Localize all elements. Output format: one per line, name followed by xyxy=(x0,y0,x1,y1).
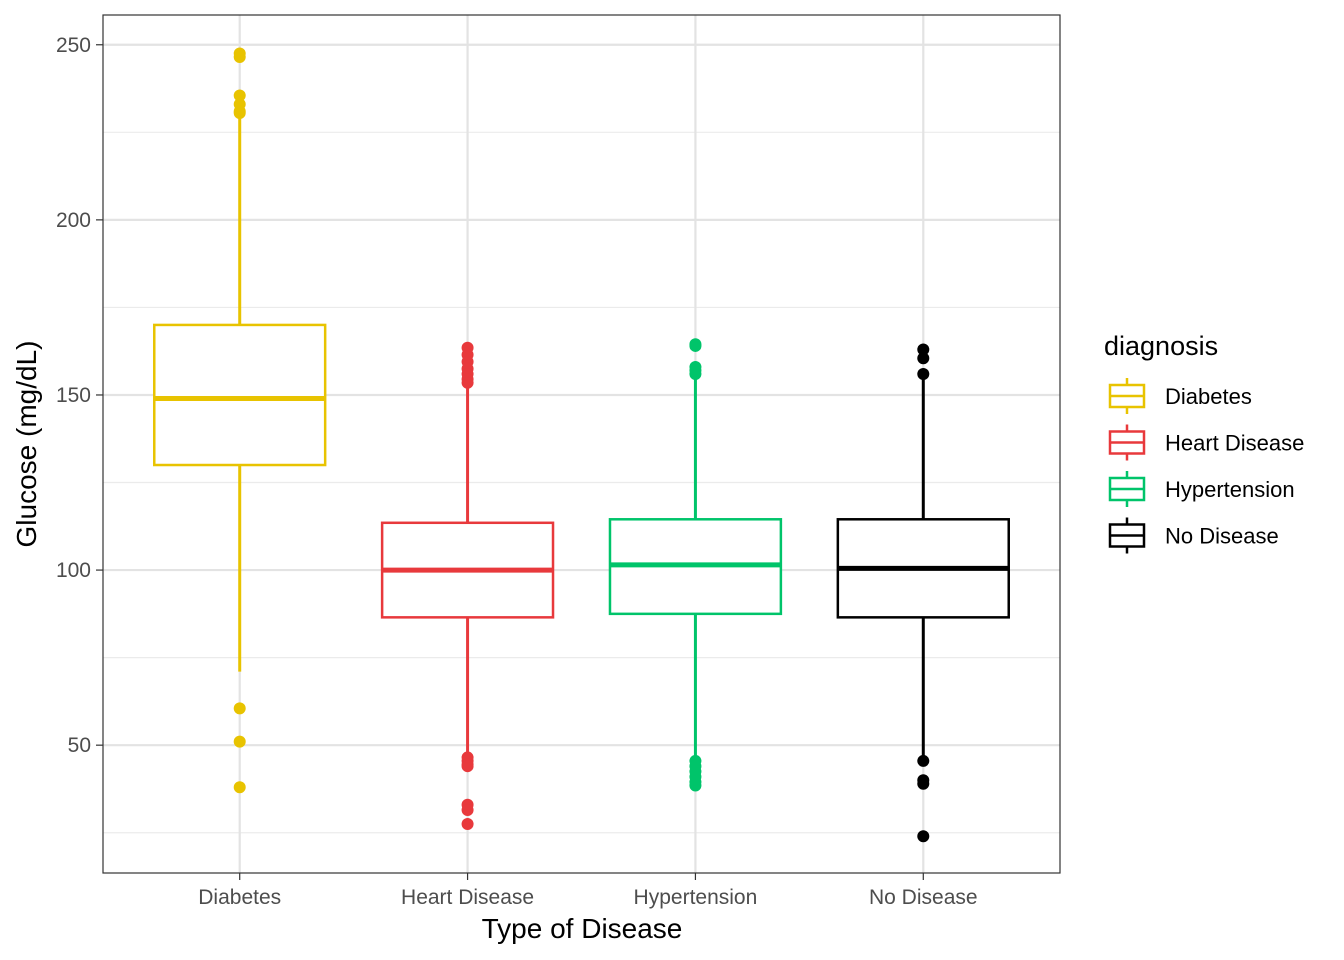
outlier-point xyxy=(461,803,474,816)
outlier-point xyxy=(917,352,930,365)
outlier-point xyxy=(233,781,246,794)
outlier-point xyxy=(917,754,930,767)
outlier-point xyxy=(233,107,246,120)
legend: diagnosis Diabetes Heart Disease Hypertens… xyxy=(1104,331,1304,554)
outlier-point xyxy=(917,367,930,380)
legend-label: Diabetes xyxy=(1165,384,1252,409)
legend-key xyxy=(1108,424,1146,461)
y-tick-label: 100 xyxy=(56,559,91,582)
panel-border xyxy=(102,14,1061,874)
box-body xyxy=(153,323,327,467)
outlier-point xyxy=(461,760,474,773)
outlier-point xyxy=(461,817,474,830)
legend-key xyxy=(1108,471,1146,507)
legend-label: Heart Disease xyxy=(1165,431,1304,456)
x-axis-title: Type of Disease xyxy=(482,913,683,944)
y-tick-label: 250 xyxy=(56,34,91,57)
x-tick-label: No Disease xyxy=(869,886,978,909)
box-group xyxy=(380,341,555,830)
y-tick-label: 150 xyxy=(56,384,91,407)
x-tick-label: Diabetes xyxy=(198,886,281,909)
outlier-point xyxy=(689,339,702,352)
axes: 50 100 150 200 250 Diabetes Heart Disease Hyper… xyxy=(56,34,978,909)
box-group xyxy=(153,47,327,794)
plot-area xyxy=(153,47,1010,843)
outlier-point xyxy=(461,376,474,389)
legend-label: No Disease xyxy=(1165,524,1279,549)
box-group xyxy=(836,343,1010,843)
x-tick-label: Heart Disease xyxy=(401,886,534,909)
outlier-point xyxy=(689,779,702,792)
legend-key xyxy=(1108,378,1146,414)
legend-key xyxy=(1108,517,1146,554)
outlier-point xyxy=(233,735,246,748)
outlier-point xyxy=(917,777,930,790)
y-axis-title: Glucose (mg/dL) xyxy=(11,341,42,548)
y-tick-label: 200 xyxy=(56,209,91,232)
outlier-point xyxy=(689,367,702,380)
legend-label: Hypertension xyxy=(1165,477,1295,502)
outlier-point xyxy=(233,702,246,715)
outlier-point xyxy=(917,830,930,843)
x-tick-label: Hypertension xyxy=(634,886,758,909)
y-tick-label: 50 xyxy=(68,734,91,757)
box-group xyxy=(608,338,783,792)
outlier-point xyxy=(233,89,246,102)
outlier-point xyxy=(233,51,246,64)
legend-title: diagnosis xyxy=(1104,331,1218,361)
outlier-point xyxy=(917,343,930,356)
